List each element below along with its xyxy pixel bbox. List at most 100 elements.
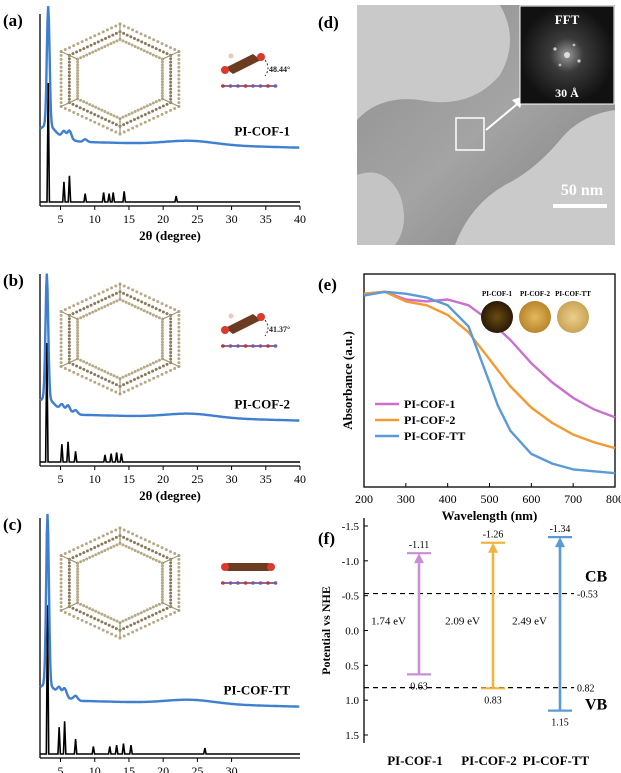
framework-node <box>76 69 80 73</box>
framework-node <box>168 306 172 310</box>
framework-node <box>177 357 181 361</box>
framework-node <box>139 536 143 540</box>
x-tick-label: 300 <box>397 492 415 506</box>
framework-node <box>147 378 151 382</box>
framework-node <box>59 73 63 77</box>
framework-node <box>71 312 75 316</box>
xrd-panel-b: (b) 5 10 15 20 25 30 35 40 2θ (degree) PI-COF-2 41.… <box>3 271 306 503</box>
framework-node <box>177 69 181 73</box>
framework-node <box>76 578 80 582</box>
framework-node <box>136 542 140 546</box>
framework-node <box>100 108 104 112</box>
framework-node <box>96 114 100 118</box>
framework-node <box>122 31 126 35</box>
framework-link <box>162 554 180 564</box>
framework-node <box>147 43 151 47</box>
framework-node <box>158 610 162 614</box>
legend-label: PI-COF-TT <box>404 429 465 443</box>
framework-node <box>156 544 160 548</box>
framework-node <box>129 295 133 299</box>
framework-node <box>165 362 169 366</box>
framework-node <box>88 362 92 366</box>
framework-node <box>152 620 156 624</box>
fft-title: FFT <box>555 12 580 27</box>
framework-node <box>133 44 137 48</box>
framework-node <box>59 81 63 85</box>
framework-node <box>177 57 181 61</box>
framework-node <box>177 341 181 345</box>
framework-node <box>82 54 86 58</box>
framework-node <box>76 302 80 306</box>
powder-swatch <box>481 301 513 333</box>
y-tick-label: -1.0 <box>342 556 360 568</box>
framework-link <box>60 98 78 108</box>
framework-link <box>60 310 78 320</box>
framework-node <box>67 351 71 355</box>
framework-node <box>177 561 181 565</box>
framework-node <box>164 44 168 48</box>
framework-node <box>82 604 86 608</box>
framework-node <box>59 581 63 585</box>
framework-node <box>139 551 143 555</box>
framework-node <box>84 620 88 624</box>
framework-node <box>169 74 173 78</box>
panel-letter-e: (e) <box>318 275 337 294</box>
framework-node <box>151 613 155 617</box>
framework-node <box>169 91 173 95</box>
framework-node <box>165 52 169 56</box>
framework-node <box>145 554 149 558</box>
framework-node <box>160 69 164 73</box>
framework-node <box>124 114 128 118</box>
framework-node <box>124 618 128 622</box>
framework-node <box>168 46 172 50</box>
band-gap-value: 2.49 eV <box>512 616 547 628</box>
framework-node <box>75 50 79 54</box>
tem-void-top <box>357 5 510 120</box>
framework-node <box>169 84 173 88</box>
vb-value: 0.83 <box>484 695 502 706</box>
framework-node <box>124 374 128 378</box>
framework-node <box>59 337 63 341</box>
framework-node <box>121 619 125 623</box>
framework-node <box>67 57 71 61</box>
framework-node <box>169 63 173 67</box>
framework-link <box>162 358 180 368</box>
side-view-atom <box>258 581 263 585</box>
framework-node <box>154 54 158 58</box>
framework-node <box>59 341 63 345</box>
angle-arc <box>264 319 269 337</box>
framework-node <box>59 353 63 357</box>
framework-node <box>105 630 109 634</box>
framework-node <box>169 601 173 605</box>
framework-node <box>151 45 155 49</box>
framework-node <box>112 114 116 118</box>
framework-node <box>154 551 158 555</box>
framework-node <box>139 122 143 126</box>
x-tick-label: 20 <box>157 764 169 773</box>
framework-node <box>107 35 111 39</box>
framework-node <box>169 347 173 351</box>
framework-node <box>143 372 147 376</box>
framework-node <box>169 340 173 344</box>
hydrogen-atom <box>228 313 234 319</box>
framework-node <box>76 345 80 349</box>
framework-node <box>76 546 80 550</box>
arrow-head <box>555 537 565 548</box>
framework-node <box>76 570 80 574</box>
framework-node <box>84 542 88 546</box>
framework-node <box>142 553 146 557</box>
framework-node <box>76 564 80 568</box>
framework-node <box>140 114 144 118</box>
framework-node <box>97 122 101 126</box>
framework-node <box>59 85 63 89</box>
x-tick-label: 20 <box>157 472 169 486</box>
framework-node <box>114 130 118 134</box>
framework-node <box>147 371 151 375</box>
framework-node <box>129 623 133 627</box>
oxygen-atom <box>257 313 265 321</box>
y-axis-label: Absorbance (a.u.) <box>340 331 355 430</box>
framework-node <box>59 333 63 337</box>
framework-node <box>67 344 71 348</box>
framework-node <box>101 124 105 128</box>
framework-node <box>164 548 168 552</box>
